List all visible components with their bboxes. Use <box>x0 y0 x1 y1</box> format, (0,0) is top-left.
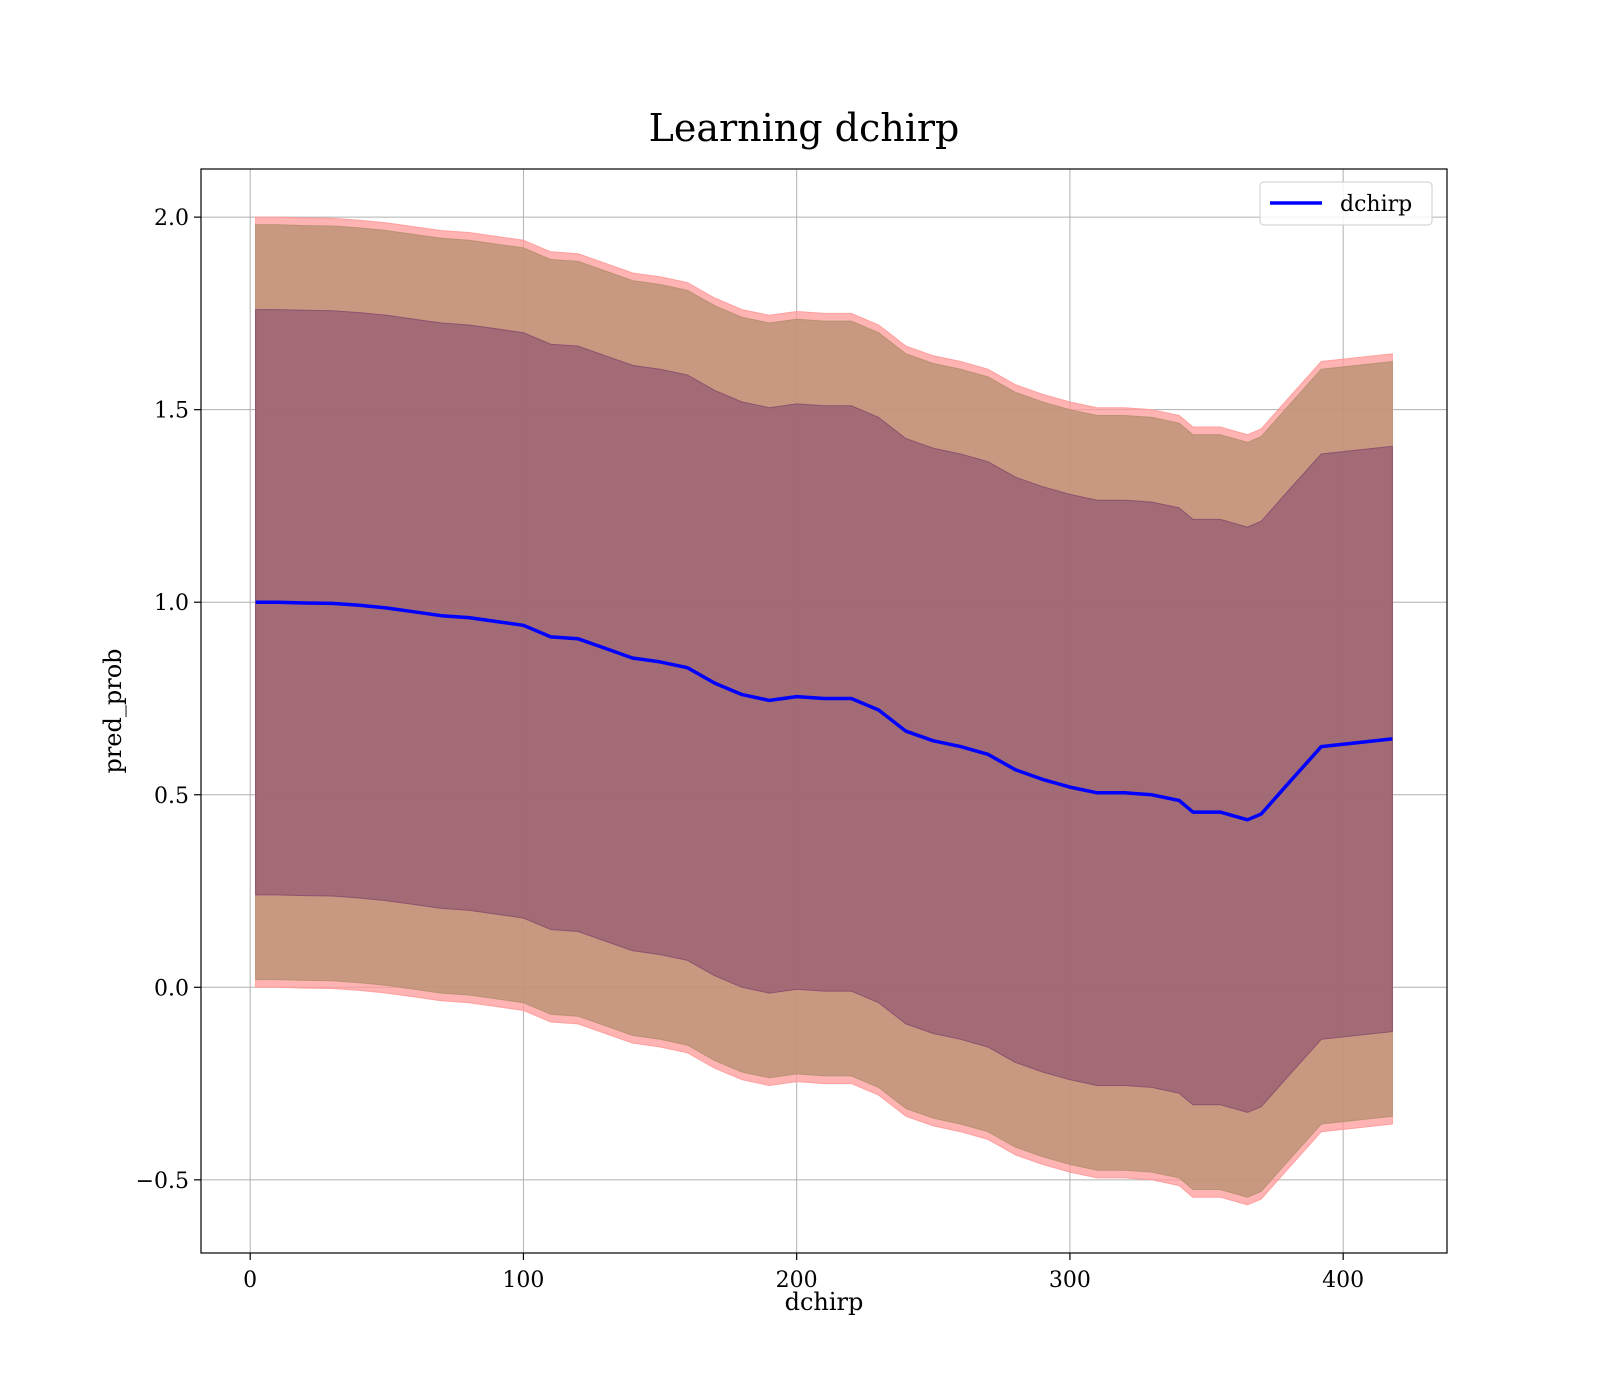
y-tick-label: −0.5 <box>136 1169 189 1194</box>
y-axis-label: pred_prob <box>99 648 127 773</box>
legend: dchirp <box>1259 181 1433 226</box>
series-line-dchirp <box>255 600 1393 822</box>
series-lines <box>255 600 1393 822</box>
legend-entry-label: dchirp <box>1340 192 1412 217</box>
x-tick-label: 300 <box>1049 1268 1091 1293</box>
chart-title: Learning dchirp <box>649 106 960 150</box>
x-tick-label: 100 <box>502 1268 544 1293</box>
x-tick-label: 400 <box>1322 1268 1364 1293</box>
y-tick-label: 2.0 <box>154 206 189 231</box>
legend-box <box>1259 181 1433 226</box>
confidence-bands <box>255 216 1393 1206</box>
y-tick-label: 0.0 <box>154 976 189 1001</box>
x-tick-label: 200 <box>776 1268 818 1293</box>
y-tick-label: 1.0 <box>154 591 189 616</box>
x-tick-label: 0 <box>243 1268 257 1293</box>
x-axis-label: dchirp <box>785 1288 864 1316</box>
y-tick-label: 1.5 <box>154 399 189 424</box>
y-tick-label: 0.5 <box>154 784 189 809</box>
axis-ticks: 0 100 200 300 400 −0.5 0.0 0.5 1.0 1.5 2.0 <box>136 206 1365 1293</box>
plot-frame <box>200 168 1448 1254</box>
inner-band <box>255 309 1393 1113</box>
